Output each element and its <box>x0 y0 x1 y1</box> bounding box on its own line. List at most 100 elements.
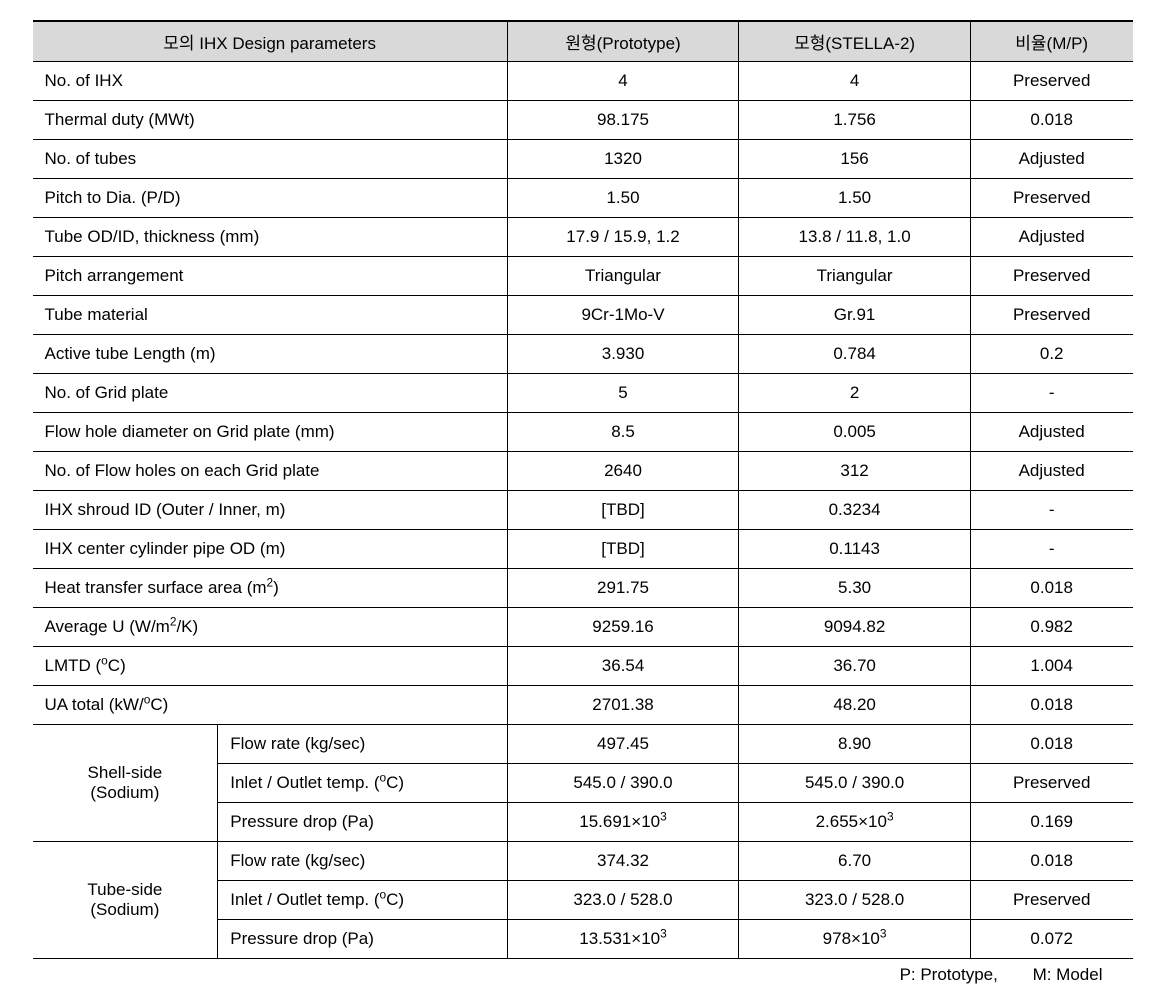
table-row: No. of tubes1320156Adjusted <box>33 140 1133 179</box>
model-cell: 2 <box>739 374 971 413</box>
proto-cell: 98.175 <box>507 101 739 140</box>
param-cell: Tube OD/ID, thickness (mm) <box>33 218 508 257</box>
proto-cell: Triangular <box>507 257 739 296</box>
model-cell: 1.756 <box>739 101 971 140</box>
param-cell: LMTD (oC) <box>33 647 508 686</box>
model-cell: 312 <box>739 452 971 491</box>
param-cell: Inlet / Outlet temp. (oC) <box>218 881 507 920</box>
proto-cell: 9259.16 <box>507 608 739 647</box>
footer-prototype: P: Prototype, <box>900 965 998 984</box>
table-footer: P: Prototype, M: Model <box>33 965 1133 985</box>
proto-cell: 1320 <box>507 140 739 179</box>
group-cell: Shell-side(Sodium) <box>33 725 218 842</box>
param-cell: Heat transfer surface area (m2) <box>33 569 508 608</box>
model-cell: 1.50 <box>739 179 971 218</box>
model-cell: Triangular <box>739 257 971 296</box>
table-row: Shell-side(Sodium)Flow rate (kg/sec)497.… <box>33 725 1133 764</box>
ratio-cell: Adjusted <box>970 140 1132 179</box>
param-cell: Pitch to Dia. (P/D) <box>33 179 508 218</box>
param-cell: IHX shroud ID (Outer / Inner, m) <box>33 491 508 530</box>
param-cell: Pressure drop (Pa) <box>218 920 507 959</box>
proto-cell: 17.9 / 15.9, 1.2 <box>507 218 739 257</box>
proto-cell: [TBD] <box>507 491 739 530</box>
ratio-cell: 0.018 <box>970 101 1132 140</box>
param-cell: No. of IHX <box>33 62 508 101</box>
param-cell: No. of Flow holes on each Grid plate <box>33 452 508 491</box>
param-cell: IHX center cylinder pipe OD (m) <box>33 530 508 569</box>
param-cell: Thermal duty (MWt) <box>33 101 508 140</box>
param-cell: UA total (kW/oC) <box>33 686 508 725</box>
header-model: 모형(STELLA-2) <box>739 21 971 62</box>
model-cell: 6.70 <box>739 842 971 881</box>
ratio-cell: Preserved <box>970 764 1132 803</box>
model-cell: 0.3234 <box>739 491 971 530</box>
proto-cell: 2640 <box>507 452 739 491</box>
ratio-cell: Preserved <box>970 296 1132 335</box>
ratio-cell: 0.169 <box>970 803 1132 842</box>
table-row: IHX shroud ID (Outer / Inner, m)[TBD]0.3… <box>33 491 1133 530</box>
ratio-cell: Adjusted <box>970 218 1132 257</box>
table-row: Thermal duty (MWt)98.1751.7560.018 <box>33 101 1133 140</box>
model-cell: 48.20 <box>739 686 971 725</box>
ratio-cell: Preserved <box>970 62 1132 101</box>
model-cell: 2.655×103 <box>739 803 971 842</box>
table-row: Pitch arrangementTriangularTriangularPre… <box>33 257 1133 296</box>
header-prototype: 원형(Prototype) <box>507 21 739 62</box>
table-row: No. of Flow holes on each Grid plate2640… <box>33 452 1133 491</box>
proto-cell: 8.5 <box>507 413 739 452</box>
ratio-cell: 0.2 <box>970 335 1132 374</box>
model-cell: 9094.82 <box>739 608 971 647</box>
model-cell: 545.0 / 390.0 <box>739 764 971 803</box>
ratio-cell: 0.018 <box>970 842 1132 881</box>
table-row: Average U (W/m2/K)9259.169094.820.982 <box>33 608 1133 647</box>
proto-cell: 15.691×103 <box>507 803 739 842</box>
ratio-cell: 0.018 <box>970 686 1132 725</box>
ratio-cell: Preserved <box>970 881 1132 920</box>
model-cell: 0.1143 <box>739 530 971 569</box>
table-row: UA total (kW/oC)2701.3848.200.018 <box>33 686 1133 725</box>
table-row: IHX center cylinder pipe OD (m)[TBD]0.11… <box>33 530 1133 569</box>
ratio-cell: Preserved <box>970 257 1132 296</box>
model-cell: 156 <box>739 140 971 179</box>
table-row: Tube OD/ID, thickness (mm)17.9 / 15.9, 1… <box>33 218 1133 257</box>
table-row: LMTD (oC)36.5436.701.004 <box>33 647 1133 686</box>
param-cell: Pitch arrangement <box>33 257 508 296</box>
param-cell: Flow rate (kg/sec) <box>218 842 507 881</box>
ratio-cell: Preserved <box>970 179 1132 218</box>
proto-cell: 374.32 <box>507 842 739 881</box>
param-cell: Average U (W/m2/K) <box>33 608 508 647</box>
footer-model: M: Model <box>1033 965 1103 984</box>
table-row: No. of IHX44Preserved <box>33 62 1133 101</box>
param-cell: Flow rate (kg/sec) <box>218 725 507 764</box>
proto-cell: 291.75 <box>507 569 739 608</box>
model-cell: 978×103 <box>739 920 971 959</box>
table-row: Flow hole diameter on Grid plate (mm)8.5… <box>33 413 1133 452</box>
model-cell: 5.30 <box>739 569 971 608</box>
proto-cell: 2701.38 <box>507 686 739 725</box>
proto-cell: 9Cr-1Mo-V <box>507 296 739 335</box>
header-ratio: 비율(M/P) <box>970 21 1132 62</box>
model-cell: 13.8 / 11.8, 1.0 <box>739 218 971 257</box>
param-cell: Flow hole diameter on Grid plate (mm) <box>33 413 508 452</box>
ratio-cell: - <box>970 491 1132 530</box>
param-cell: Tube material <box>33 296 508 335</box>
table-row: Tube-side(Sodium)Flow rate (kg/sec)374.3… <box>33 842 1133 881</box>
param-cell: Pressure drop (Pa) <box>218 803 507 842</box>
table-row: Active tube Length (m)3.9300.7840.2 <box>33 335 1133 374</box>
table-row: Heat transfer surface area (m2)291.755.3… <box>33 569 1133 608</box>
model-cell: 4 <box>739 62 971 101</box>
proto-cell: 5 <box>507 374 739 413</box>
ratio-cell: 0.018 <box>970 569 1132 608</box>
proto-cell: 4 <box>507 62 739 101</box>
param-cell: Active tube Length (m) <box>33 335 508 374</box>
ratio-cell: 0.018 <box>970 725 1132 764</box>
proto-cell: 3.930 <box>507 335 739 374</box>
proto-cell: 36.54 <box>507 647 739 686</box>
proto-cell: 1.50 <box>507 179 739 218</box>
model-cell: 8.90 <box>739 725 971 764</box>
param-cell: No. of Grid plate <box>33 374 508 413</box>
param-cell: Inlet / Outlet temp. (oC) <box>218 764 507 803</box>
ratio-cell: 0.982 <box>970 608 1132 647</box>
ratio-cell: 1.004 <box>970 647 1132 686</box>
table-row: Pitch to Dia. (P/D)1.501.50Preserved <box>33 179 1133 218</box>
